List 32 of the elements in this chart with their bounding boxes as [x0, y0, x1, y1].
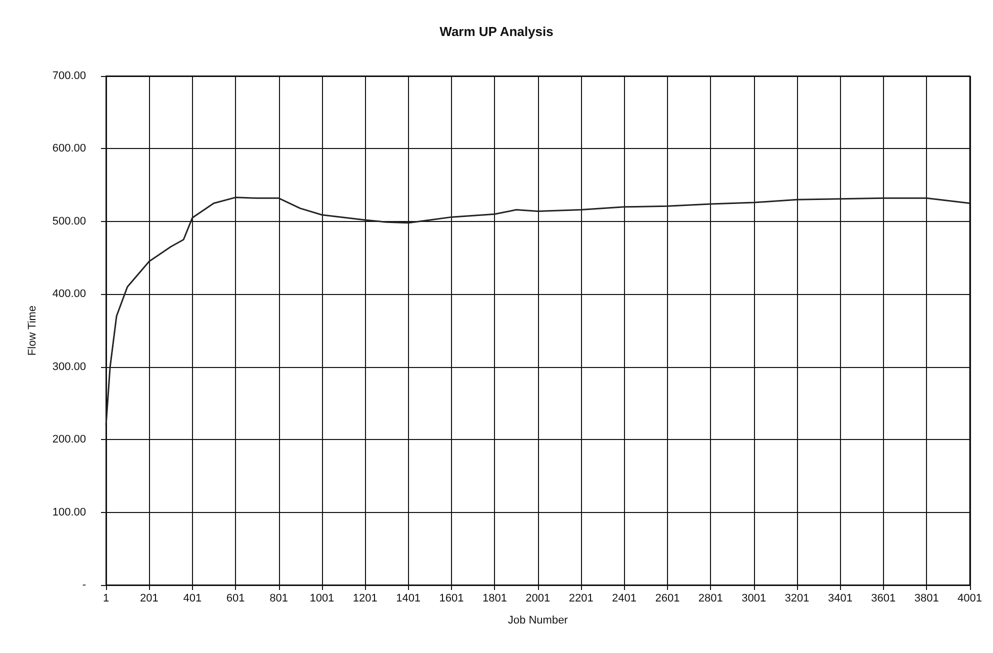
- x-tick-label: 2001: [526, 592, 550, 604]
- y-axis-title: Flow Time: [26, 305, 38, 356]
- y-tick-label: 700.00: [52, 70, 86, 82]
- x-tick-label: 1001: [310, 592, 334, 604]
- x-tick-label: 3601: [871, 592, 896, 604]
- x-tick-label: 3001: [742, 592, 766, 604]
- y-tick-label: 100.00: [52, 506, 86, 518]
- y-tick-label: 200.00: [52, 434, 86, 446]
- x-tick-label: 1601: [439, 592, 464, 604]
- x-tick-label: 4001: [958, 592, 982, 604]
- x-tick-label: 201: [140, 592, 158, 604]
- y-tick-label: 600.00: [52, 142, 86, 155]
- x-tick-label: 2401: [612, 592, 636, 604]
- x-tick-label: 2201: [568, 592, 594, 604]
- x-tick-label: 801: [270, 592, 288, 604]
- x-tick-label: 401: [183, 592, 202, 604]
- y-tick-label: 300.00: [52, 360, 86, 373]
- x-tick-label: 3201: [784, 592, 810, 604]
- x-tick-label: 2801: [698, 592, 723, 604]
- x-tick-label: 2601: [655, 592, 680, 604]
- x-tick-label: 3801: [914, 592, 939, 604]
- y-tick-label: 500.00: [52, 215, 86, 228]
- x-tick-label: 1801: [482, 592, 507, 604]
- y-tick-label: -: [82, 579, 86, 591]
- chart-title: Warm UP Analysis: [440, 24, 554, 39]
- x-tick-label: 3401: [828, 592, 852, 604]
- y-tick-label: 400.00: [52, 288, 86, 300]
- x-axis-title: Job Number: [508, 614, 568, 626]
- x-tick-label: 601: [226, 592, 245, 604]
- x-tick-label: 1401: [396, 592, 421, 604]
- x-tick-label: 1: [102, 592, 110, 604]
- x-tick-label: 1201: [352, 592, 378, 604]
